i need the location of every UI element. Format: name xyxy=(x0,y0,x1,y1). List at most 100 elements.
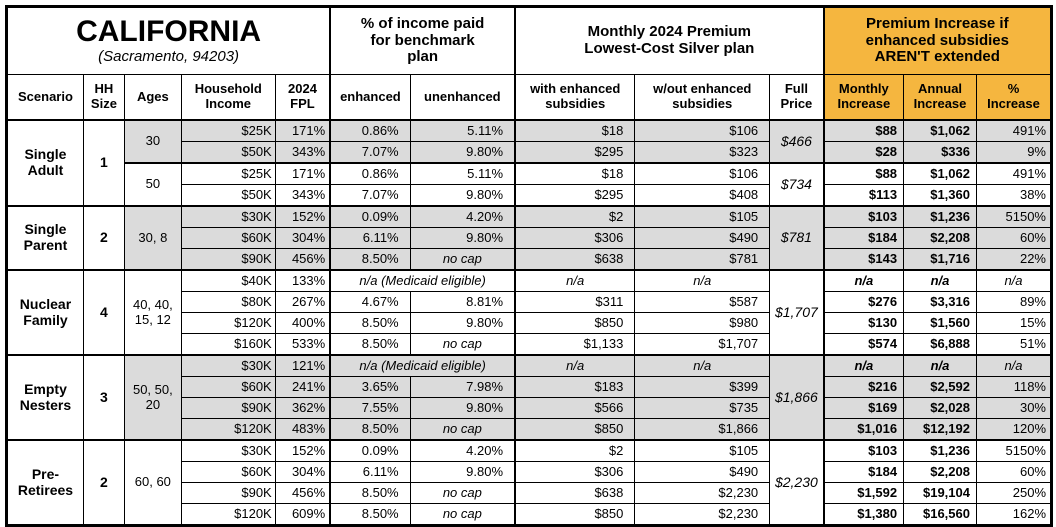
cell-unenhanced: 4.20% xyxy=(409,205,516,228)
cell-premium-without: $106 xyxy=(634,162,771,185)
col-header-scenario: Scenario xyxy=(6,74,84,121)
cell-premium-with: $1,133 xyxy=(514,333,636,356)
cell-unenhanced: 9.80% xyxy=(409,227,516,249)
cell-monthly-increase: n/a xyxy=(822,354,905,377)
cell-income: $90K xyxy=(180,482,276,504)
cell-monthly-increase: $1,592 xyxy=(822,482,905,504)
cell-fpl: 533% xyxy=(274,333,331,356)
cell-premium-with: $306 xyxy=(514,227,636,249)
cell-premium-with: $183 xyxy=(514,376,636,398)
cell-fpl: 171% xyxy=(274,119,331,142)
cell-income: $50K xyxy=(180,184,276,207)
cell-income: $60K xyxy=(180,227,276,249)
cell-hh-size: 2 xyxy=(82,439,125,526)
cell-monthly-increase: $113 xyxy=(822,184,905,207)
cell-fpl: 343% xyxy=(274,184,331,207)
cell-premium-without: $1,707 xyxy=(634,333,771,356)
cell-hh-size: 3 xyxy=(82,354,125,441)
cell-fpl: 400% xyxy=(274,312,331,334)
col-header-household-income: Household Income xyxy=(180,74,276,121)
cell-scenario: Pre-Retirees xyxy=(6,439,84,526)
cell-unenhanced: no cap xyxy=(409,503,516,526)
cell-fpl: 152% xyxy=(274,439,331,462)
cell-ages: 50 xyxy=(123,162,182,207)
col-header-enhanced: enhanced xyxy=(329,74,411,121)
cell-annual-increase: $1,236 xyxy=(903,439,977,462)
table-row: $50K 343% 7.07% 9.80% $295 $408 $113 $1,… xyxy=(7,184,1053,207)
cell-monthly-increase: $1,016 xyxy=(822,418,905,441)
cell-pct-increase: 89% xyxy=(975,291,1053,313)
cell-monthly-increase: $103 xyxy=(822,205,905,228)
cell-pct-increase: 5150% xyxy=(975,439,1053,462)
cell-annual-increase: $1,560 xyxy=(903,312,977,334)
table-row: Single Adult 1 30 $25K 171% 0.86% 5.11% … xyxy=(6,119,1053,207)
cell-pct-increase: 51% xyxy=(975,333,1053,356)
cell-monthly-increase: $88 xyxy=(822,119,905,142)
cell-premium-with: $638 xyxy=(514,482,636,504)
cell-unenhanced: 9.80% xyxy=(409,141,516,164)
cell-enhanced: 8.50% xyxy=(329,333,411,356)
cell-monthly-increase: $143 xyxy=(822,248,905,271)
cell-enhanced: 0.86% xyxy=(329,119,411,142)
table-row: Nuclear Family 4 40, 40, 15, 12 $40K 133… xyxy=(6,269,1053,356)
cell-unenhanced: 9.80% xyxy=(409,184,516,207)
col-header-full-price: Full Price xyxy=(769,74,825,121)
cell-fpl: 267% xyxy=(274,291,331,313)
cell-annual-increase: $16,560 xyxy=(903,503,977,526)
premium-comparison-table: CALIFORNIA (Sacramento, 94203) % of inco… xyxy=(5,5,1053,527)
cell-premium-with: $311 xyxy=(514,291,636,313)
cell-premium-with: $18 xyxy=(514,162,636,185)
income-block-header: % of income paid for benchmark plan xyxy=(329,6,516,75)
cell-premium-without: $2,230 xyxy=(634,503,771,526)
cell-enhanced: 8.50% xyxy=(329,482,411,504)
cell-premium-without: n/a xyxy=(634,354,771,377)
table-row: $90K 456% 8.50% no cap $638 $2,230 $1,59… xyxy=(7,482,1053,504)
cell-premium-with: $638 xyxy=(514,248,636,271)
table-row: $60K 241% 3.65% 7.98% $183 $399 $216 $2,… xyxy=(7,376,1053,398)
cell-annual-increase: $19,104 xyxy=(903,482,977,504)
cell-annual-increase: $1,360 xyxy=(903,184,977,207)
state-title: CALIFORNIA xyxy=(76,14,262,48)
cell-fpl: 171% xyxy=(274,162,331,185)
cell-monthly-increase: $184 xyxy=(822,227,905,249)
cell-monthly-increase: $216 xyxy=(822,376,905,398)
cell-pct-increase: 491% xyxy=(975,119,1053,142)
cell-unenhanced: 4.20% xyxy=(409,439,516,462)
cell-premium-without: $490 xyxy=(634,461,771,483)
cell-unenhanced: 8.81% xyxy=(409,291,516,313)
cell-premium-with: $295 xyxy=(514,141,636,164)
cell-pct-increase: 5150% xyxy=(975,205,1053,228)
cell-fpl: 133% xyxy=(274,269,331,292)
cell-ages: 50, 50, 20 xyxy=(123,354,182,441)
table-row: Empty Nesters 3 50, 50, 20 $30K 121% n/a… xyxy=(6,354,1053,441)
table-title-cell: CALIFORNIA (Sacramento, 94203) xyxy=(6,6,331,75)
cell-income: $120K xyxy=(180,312,276,334)
cell-premium-without: $105 xyxy=(634,205,771,228)
cell-income: $90K xyxy=(180,248,276,271)
cell-ages: 30, 8 xyxy=(123,205,182,271)
cell-enhanced: 4.67% xyxy=(329,291,411,313)
cell-income: $25K xyxy=(180,162,276,185)
cell-hh-size: 1 xyxy=(82,119,125,207)
cell-pct-increase: 60% xyxy=(975,227,1053,249)
col-header-annual-increase: Annual Increase xyxy=(903,74,977,121)
col-header-monthly-increase: Monthly Increase xyxy=(822,74,905,121)
cell-premium-with: $850 xyxy=(514,418,636,441)
cell-premium-without: n/a xyxy=(634,269,771,292)
cell-monthly-increase: $130 xyxy=(822,312,905,334)
cell-premium-without: $587 xyxy=(634,291,771,313)
cell-fpl: 362% xyxy=(274,397,331,419)
table-row: $120K 400% 8.50% 9.80% $850 $980 $130 $1… xyxy=(7,312,1053,334)
cell-fpl: 456% xyxy=(274,482,331,504)
cell-premium-without: $399 xyxy=(634,376,771,398)
cell-pct-increase: 38% xyxy=(975,184,1053,207)
cell-monthly-increase: $169 xyxy=(822,397,905,419)
table-row: $160K 533% 8.50% no cap $1,133 $1,707 $5… xyxy=(7,333,1053,356)
cell-fpl: 304% xyxy=(274,461,331,483)
col-header-ages: Ages xyxy=(123,74,182,121)
cell-pct-increase: 15% xyxy=(975,312,1053,334)
cell-income: $160K xyxy=(180,333,276,356)
cell-premium-with: $566 xyxy=(514,397,636,419)
cell-medicaid-note: n/a (Medicaid eligible) xyxy=(329,354,516,377)
